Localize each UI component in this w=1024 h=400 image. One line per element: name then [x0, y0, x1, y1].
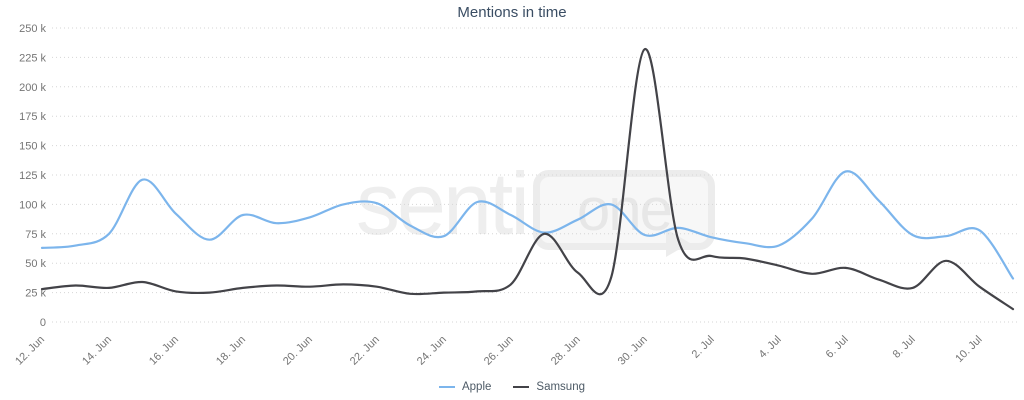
y-tick-label: 75 k	[25, 229, 46, 241]
series-line-samsung[interactable]	[40, 48, 1015, 311]
x-axis-labels: 12. Jun 14. Jun 16. Jun 18. Jun 20. Jun 22. J…	[13, 334, 985, 368]
y-tick-label: 200 k	[19, 82, 46, 94]
y-tick-label: 125 k	[19, 170, 46, 182]
x-tick-label: 16. Jun	[147, 334, 181, 368]
x-tick-label: 30. Jun	[616, 334, 650, 368]
x-tick-label: 26. Jun	[482, 334, 516, 368]
series-line-apple[interactable]	[40, 170, 1015, 280]
chart-title: Mentions in time	[457, 4, 567, 21]
y-tick-label: 50 k	[25, 258, 46, 270]
y-axis-labels: 0 25 k 50 k 75 k 100 k 125 k 150 k 175 k 200 k 22…	[19, 23, 46, 329]
x-tick-label: 28. Jun	[549, 334, 583, 368]
x-tick-label: 12. Jun	[13, 334, 47, 368]
y-tick-label: 150 k	[19, 141, 46, 153]
y-tick-label: 100 k	[19, 199, 46, 211]
y-tick-label: 175 k	[19, 111, 46, 123]
x-tick-label: 10. Jul	[953, 334, 984, 365]
x-tick-label: 6. Jul	[824, 334, 851, 361]
x-tick-label: 18. Jun	[214, 334, 248, 368]
legend-item-samsung[interactable]: Samsung	[513, 381, 585, 393]
x-tick-label: 4. Jul	[757, 334, 784, 361]
y-tick-label: 250 k	[19, 23, 46, 35]
x-tick-label: 24. Jun	[415, 334, 449, 368]
chart-legend: Apple Samsung	[0, 381, 1024, 393]
x-tick-label: 14. Jun	[80, 334, 114, 368]
legend-label-samsung: Samsung	[536, 381, 585, 393]
y-tick-label: 225 k	[19, 52, 46, 64]
x-tick-label: 8. Jul	[891, 334, 918, 361]
x-tick-label: 22. Jun	[348, 334, 382, 368]
x-tick-label: 20. Jun	[281, 334, 315, 368]
y-tick-label: 0	[40, 317, 46, 329]
y-tick-label: 25 k	[25, 288, 46, 300]
legend-item-apple[interactable]: Apple	[438, 381, 492, 393]
samsung-series-marker	[513, 386, 530, 388]
legend-label-apple: Apple	[461, 381, 492, 393]
apple-series-marker	[438, 386, 455, 388]
x-tick-label: 2. Jul	[690, 334, 717, 361]
